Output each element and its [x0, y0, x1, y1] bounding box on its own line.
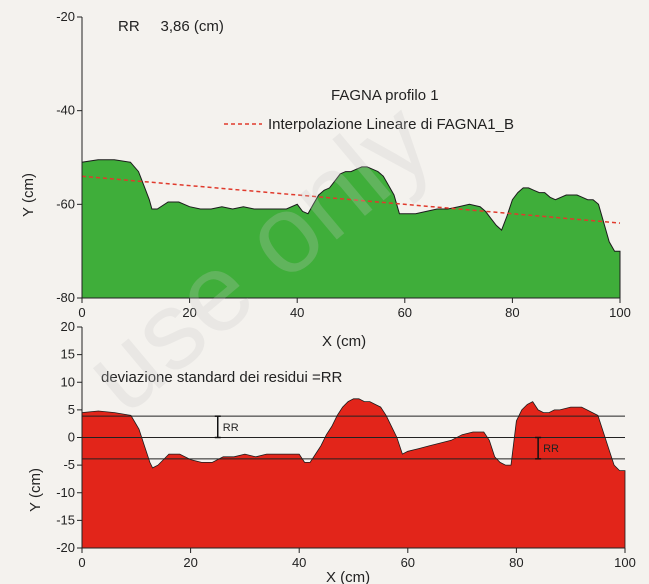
bottom-annotation: deviazione standard dei residui =RR — [101, 369, 343, 386]
x-tick-label: 100 — [614, 555, 636, 570]
x-tick-label: 40 — [290, 305, 304, 320]
x-tick-label: 80 — [505, 305, 519, 320]
x-tick-label: 20 — [183, 555, 197, 570]
y-tick-label: -20 — [56, 540, 75, 555]
x-tick-label: 20 — [182, 305, 196, 320]
top-tick-labels: 0 20 40 60 80 100 -20 -40 -60 -80 — [56, 9, 631, 320]
bottom-rr-lines — [82, 415, 625, 460]
bottom-xlabel: X (cm) — [326, 569, 370, 584]
y-tick-label: 20 — [61, 319, 75, 334]
bottom-chart: RR RR 0 20 40 60 80 100 20 15 10 5 0 -5 -10 -15 -20 dev… — [27, 319, 636, 584]
x-tick-label: 0 — [78, 305, 85, 320]
bottom-rr-markers: RR RR — [214, 415, 559, 460]
x-tick-label: 60 — [401, 555, 415, 570]
x-tick-label: 60 — [398, 305, 412, 320]
y-tick-label: 15 — [61, 347, 75, 362]
x-tick-label: 0 — [78, 555, 85, 570]
y-tick-label: -5 — [63, 457, 75, 472]
x-tick-label: 40 — [292, 555, 306, 570]
top-profile-area — [81, 159, 621, 299]
y-tick-label: 5 — [68, 402, 75, 417]
y-tick-label: 10 — [61, 374, 75, 389]
top-trend-line — [81, 175, 621, 224]
y-tick-label: -80 — [56, 290, 75, 305]
bottom-tick-labels: 0 20 40 60 80 100 20 15 10 5 0 -5 -10 -15 -20 — [56, 319, 636, 570]
x-tick-label: 80 — [509, 555, 523, 570]
top-legend-title: FAGNA profilo 1 — [331, 87, 439, 104]
y-tick-label: -40 — [56, 103, 75, 118]
x-tick-label: 100 — [609, 305, 631, 320]
y-tick-label: -60 — [56, 196, 75, 211]
top-axes — [77, 16, 621, 303]
bottom-residual-area — [81, 398, 626, 549]
top-chart: 0 20 40 60 80 100-20-40-60-80 RR 3,86 (cm) FA… — [20, 9, 631, 350]
y-tick-label: 0 — [68, 430, 75, 445]
top-xlabel: X (cm) — [322, 333, 366, 350]
rr-marker-label: RR — [543, 443, 559, 455]
y-tick-label: -10 — [56, 485, 75, 500]
y-tick-label: -15 — [56, 512, 75, 527]
rr-marker-label: RR — [223, 422, 239, 434]
top-annotation: RR 3,86 (cm) — [118, 18, 224, 35]
bottom-ylabel: Y (cm) — [27, 468, 44, 512]
top-ylabel: Y (cm) — [20, 173, 37, 217]
bottom-axes — [77, 326, 626, 553]
top-legend-entry: Interpolazione Lineare di FAGNA1_B — [268, 116, 514, 133]
y-tick-label: -20 — [56, 9, 75, 24]
